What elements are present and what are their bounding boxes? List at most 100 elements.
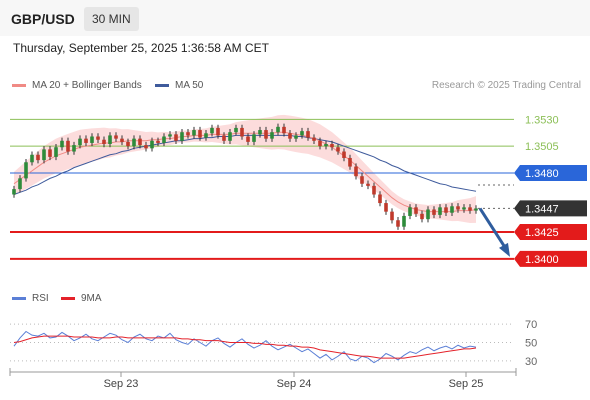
candle-body [348,157,352,167]
rsi-tick-label: 70 [525,319,537,331]
level-label-1.3480: 1.3480 [525,168,559,180]
candle-body [228,132,232,141]
candle-body [474,208,478,211]
candle-body [462,207,466,210]
candle-body [354,166,358,177]
x-tick-label: Sep 23 [104,378,139,390]
candle-body [402,215,406,227]
timeframe-button[interactable]: 30 MIN [84,7,139,31]
candle-body [258,130,262,135]
candle-body [360,176,364,184]
level-tag-1.3447 [514,200,587,217]
rsi-9ma-line [13,335,477,359]
ma50-line [13,134,477,195]
candle-body [84,138,88,143]
legend-ma20: MA 20 + Bollinger Bands [12,80,142,91]
candle-body [252,134,256,142]
candle-body [48,149,52,157]
candle-body [42,149,46,161]
candle-body [144,145,148,149]
candle-body [138,138,142,146]
candle-body [456,206,460,210]
legend-swatch-9ma [61,297,75,300]
x-tick-label: Sep 25 [449,378,484,390]
legend-ma50: MA 50 [155,80,203,91]
candle-body [426,209,430,220]
candle-body [264,130,268,139]
candle-body [18,178,22,190]
candle-body [96,136,100,140]
timestamp: Thursday, September 25, 2025 1:36:58 AM … [13,41,269,55]
rsi-line [13,330,477,364]
candle-body [186,132,190,136]
candle-body [12,189,16,195]
candle-body [72,145,76,152]
candle-body [216,127,220,136]
legend-swatch-ma50 [155,84,169,87]
candle-body [342,151,346,158]
candle-body [438,207,442,215]
candle-body [300,131,304,136]
level-label-1.3530: 1.3530 [525,114,559,126]
candle-body [372,185,376,195]
forecast-arrow-head [499,242,510,257]
header-bar: GBP/USD 30 MIN [0,0,590,36]
candle-body [210,127,214,134]
candle-body [378,194,382,204]
candle-body [90,136,94,143]
legend-label-rsi: RSI [32,293,49,304]
candle-body [78,138,82,146]
candle-body [180,132,184,141]
candle-body [168,134,172,137]
credit-text: Research © 2025 Trading Central [431,80,581,91]
candle-body [432,209,436,215]
level-tag-1.3400 [514,250,587,267]
candle-body [294,135,298,139]
level-label-1.3425: 1.3425 [525,227,559,239]
candle-body [102,139,106,145]
candle-body [450,206,454,213]
rsi-tick-label: 30 [525,356,537,368]
legend-label-9ma: 9MA [81,293,102,304]
candle-body [468,207,472,211]
candle-body [420,213,424,220]
legend-swatch-ma20 [12,84,26,87]
level-label-1.3505: 1.3505 [525,141,559,153]
candle-body [36,154,40,161]
candle-body [282,126,286,134]
level-label-1.3447: 1.3447 [525,203,559,215]
candle-body [204,133,208,138]
candle-body [396,220,400,227]
candle-body [366,183,370,186]
candle-body [276,126,280,133]
candle-body [174,134,178,141]
bollinger-band [14,114,476,223]
candle-body [336,147,340,152]
ma20-line [13,131,477,213]
candle-body [414,207,418,214]
level-label-1.3400: 1.3400 [525,254,559,266]
candle-body [120,138,124,142]
candle-body [30,154,34,163]
legend-rsi: RSI [12,293,49,304]
candle-body [66,140,70,152]
rsi-tick-label: 50 [525,338,537,350]
candle-body [324,144,328,147]
candle-body [312,137,316,141]
candle-body [240,127,244,137]
candle-body [60,140,64,148]
symbol-label: GBP/USD [11,11,75,27]
candle-body [192,130,196,136]
candle-body [24,162,28,179]
candle-body [132,138,136,147]
candle-body [54,147,58,157]
candle-body [408,207,412,216]
candle-body [270,132,274,139]
level-tag-1.3425 [514,224,587,241]
candle-body [198,130,202,138]
legend-label-ma20: MA 20 + Bollinger Bands [32,80,142,91]
candle-body [156,140,160,143]
legend-9ma: 9MA [61,293,102,304]
candle-body [318,140,322,147]
